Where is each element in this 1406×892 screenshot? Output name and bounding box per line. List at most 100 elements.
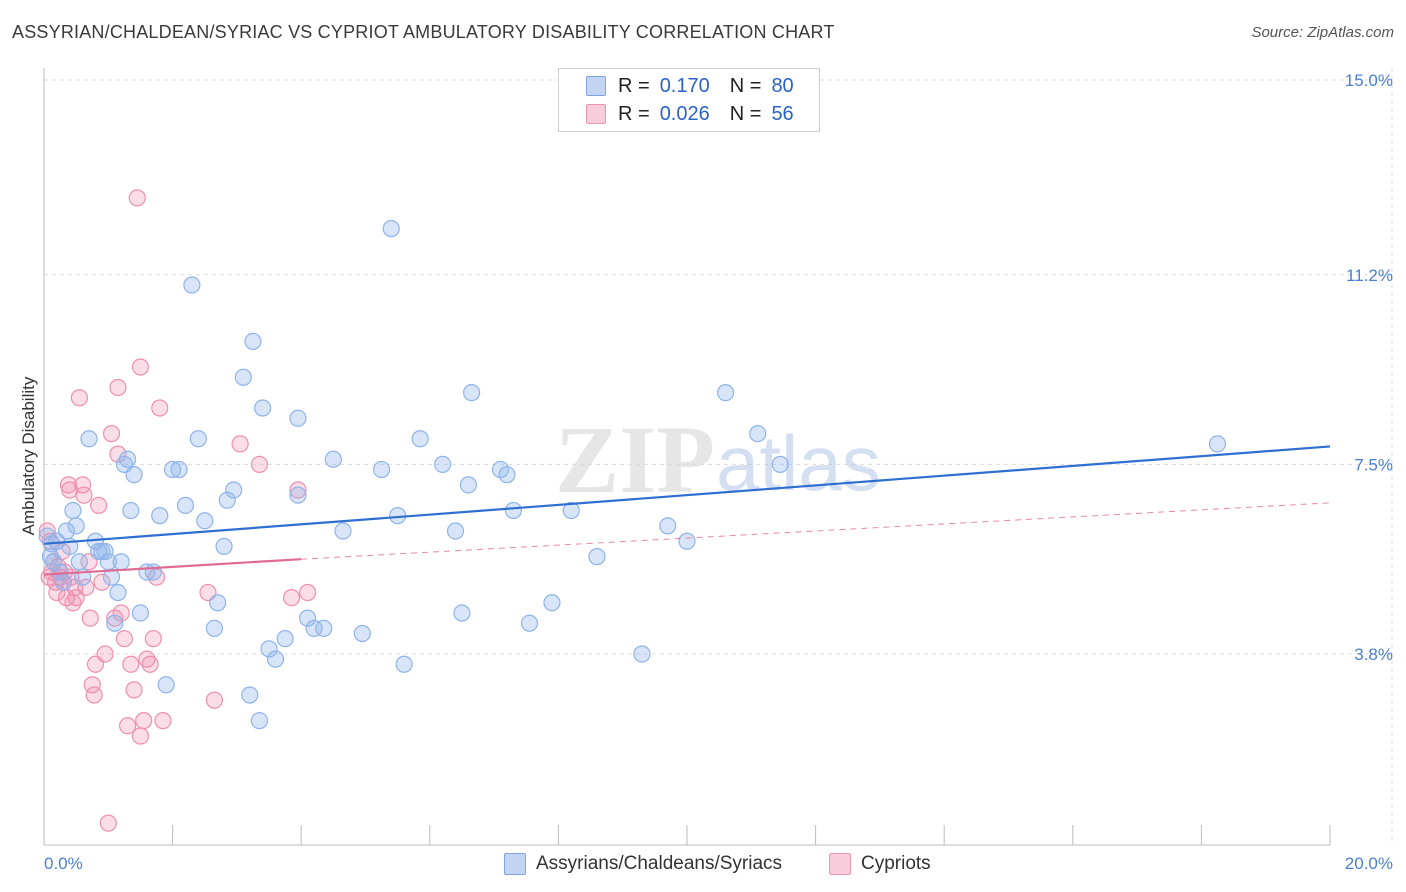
legend-n-label: N = xyxy=(729,74,762,97)
chart-source: Source: ZipAtlas.com xyxy=(1251,24,1394,41)
data-point-cypriots xyxy=(138,650,156,668)
data-point-assyrians xyxy=(131,604,150,622)
data-point-assyrians xyxy=(96,542,114,561)
data-point-assyrians xyxy=(324,450,342,468)
data-point-cypriots xyxy=(109,378,127,397)
y-tick-label: 7.5% xyxy=(1354,455,1393,474)
data-point-cypriots xyxy=(154,712,172,730)
data-point-assyrians xyxy=(276,630,294,648)
data-point-cypriots xyxy=(141,655,159,673)
data-point-assyrians xyxy=(109,583,127,602)
x-tick-label: 20.0% xyxy=(1345,854,1393,873)
legend-r-value: 0.170 xyxy=(659,74,710,97)
series-cypriots xyxy=(38,189,317,832)
y-tick-label: 15.0% xyxy=(1345,71,1393,90)
data-point-assyrians xyxy=(112,553,130,571)
data-point-assyrians xyxy=(183,276,201,294)
bottom-legend-assyrians: Assyrians/Chaldeans/Syriacs xyxy=(504,852,782,876)
data-point-assyrians xyxy=(299,609,317,627)
data-point-cypriots xyxy=(135,712,153,730)
data-point-assyrians xyxy=(218,491,236,509)
data-point-cypriots xyxy=(109,445,127,463)
data-point-assyrians xyxy=(334,522,352,540)
data-point-assyrians xyxy=(244,332,262,350)
data-point-assyrians xyxy=(205,619,223,637)
data-point-assyrians xyxy=(41,548,60,566)
x-tick-label: 0.0% xyxy=(44,854,83,873)
data-point-assyrians xyxy=(102,568,121,586)
data-point-cypriots xyxy=(250,455,269,473)
data-point-assyrians xyxy=(250,712,269,730)
data-point-assyrians xyxy=(254,399,272,417)
data-point-assyrians xyxy=(562,501,580,520)
data-point-assyrians xyxy=(196,512,214,530)
legend-swatch-blue xyxy=(586,76,606,96)
data-point-assyrians xyxy=(1208,435,1227,453)
data-point-assyrians xyxy=(411,430,429,448)
axes xyxy=(43,68,1331,846)
data-point-cypriots xyxy=(77,578,95,596)
bottom-legend-swatch-pink xyxy=(829,853,851,875)
trend-line-assyrians xyxy=(43,445,1331,545)
data-point-cypriots xyxy=(96,645,114,663)
data-point-assyrians xyxy=(176,496,195,514)
data-point-cypriots xyxy=(147,568,166,586)
data-point-cypriots xyxy=(125,681,143,699)
data-point-assyrians xyxy=(749,425,767,443)
data-point-assyrians xyxy=(395,655,413,673)
data-point-assyrians xyxy=(446,522,465,540)
data-point-cypriots xyxy=(70,389,88,407)
y-tick-label: 3.8% xyxy=(1354,645,1393,664)
legend-r-value: 0.026 xyxy=(659,102,710,125)
data-point-cypriots xyxy=(231,435,249,453)
data-point-assyrians xyxy=(54,573,72,591)
data-point-assyrians xyxy=(434,455,452,473)
data-point-assyrians xyxy=(678,532,696,550)
data-point-cypriots xyxy=(81,609,99,627)
data-point-cypriots xyxy=(118,717,137,735)
data-point-assyrians xyxy=(157,676,175,694)
data-point-cypriots xyxy=(83,676,101,694)
data-point-assyrians xyxy=(215,537,233,555)
y-tick-label: 11.2% xyxy=(1346,266,1393,285)
legend-r-label: R = xyxy=(618,74,650,97)
legend-r-label: R = xyxy=(618,102,650,125)
data-point-assyrians xyxy=(498,466,516,484)
data-point-assyrians xyxy=(51,563,69,581)
trend-lines xyxy=(43,445,1331,576)
series-assyrians xyxy=(38,220,1227,730)
legend-row-assyrians: R = 0.170 N = 80 xyxy=(559,73,794,99)
data-point-cypriots xyxy=(131,358,150,376)
data-point-assyrians xyxy=(164,460,182,479)
data-point-cypriots xyxy=(75,486,93,504)
data-point-assyrians xyxy=(504,501,522,520)
data-point-assyrians xyxy=(462,384,481,402)
data-point-assyrians xyxy=(659,517,677,535)
data-point-assyrians xyxy=(633,645,651,663)
y-tick-labels: 15.0% 11.2% 7.5% 3.8% xyxy=(1345,71,1393,664)
data-point-assyrians xyxy=(234,368,252,386)
data-point-assyrians xyxy=(716,384,735,402)
data-point-assyrians xyxy=(170,460,188,479)
data-point-assyrians xyxy=(353,624,371,643)
data-point-assyrians xyxy=(144,563,162,581)
data-point-cypriots xyxy=(90,496,108,514)
data-point-assyrians xyxy=(45,553,63,571)
data-point-assyrians xyxy=(151,507,169,525)
data-point-cypriots xyxy=(282,589,301,607)
data-point-cypriots xyxy=(131,727,150,745)
data-point-cypriots xyxy=(205,691,223,709)
data-point-assyrians xyxy=(70,553,88,571)
chart-title: ASSYRIAN/CHALDEAN/SYRIAC VS CYPRIOT AMBU… xyxy=(12,22,835,42)
data-point-assyrians xyxy=(289,486,307,504)
data-point-cypriots xyxy=(128,189,146,207)
data-point-assyrians xyxy=(125,466,143,484)
data-point-assyrians xyxy=(372,460,391,479)
data-point-assyrians xyxy=(543,594,561,612)
data-point-assyrians xyxy=(118,450,137,468)
data-point-assyrians xyxy=(106,614,124,632)
data-point-cypriots xyxy=(289,481,307,499)
data-point-cypriots xyxy=(151,399,169,417)
bottom-legend-label: Assyrians/Chaldeans/Syriacs xyxy=(536,853,783,874)
